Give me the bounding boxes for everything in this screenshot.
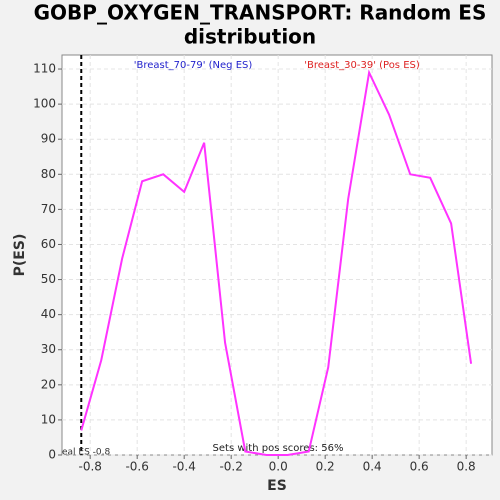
y-axis-label: P(ES)	[12, 234, 28, 277]
x-tick-label: 0.6	[410, 460, 429, 474]
y-tick-label: 50	[41, 272, 56, 286]
x-tick-label: -0.6	[125, 460, 148, 474]
y-tick-label: 100	[33, 97, 56, 111]
y-tick-label: 80	[41, 167, 56, 181]
x-axis-label: ES	[267, 478, 287, 494]
real-es-label: eal ES -0.8	[62, 448, 111, 458]
y-tick-label: 90	[41, 132, 56, 146]
y-tick-label: 0	[48, 448, 56, 462]
pos-label: 'Breast_30-39' (Pos ES)	[304, 60, 420, 71]
x-tick-label: 0.8	[457, 460, 476, 474]
x-tick-label: -0.4	[172, 460, 195, 474]
series-line	[80, 69, 473, 456]
y-tick-label: 10	[41, 412, 56, 426]
chart-title: distribution	[184, 25, 316, 49]
x-tick-label: -0.2	[219, 460, 242, 474]
x-tick-label: 0.0	[269, 460, 288, 474]
plot-area	[61, 54, 493, 456]
y-tick-label: 110	[33, 62, 56, 76]
y-tick-label: 70	[41, 202, 56, 216]
x-tick-label: 0.4	[363, 460, 382, 474]
x-tick-label: 0.2	[316, 460, 335, 474]
x-tick-label: -0.8	[78, 460, 101, 474]
y-tick-label: 30	[41, 342, 56, 356]
y-tick-label: 60	[41, 237, 56, 251]
y-tick-label: 20	[41, 377, 56, 391]
chart-title: GOBP_OXYGEN_TRANSPORT: Random ES	[34, 1, 487, 25]
neg-label: 'Breast_70-79' (Neg ES)	[134, 60, 253, 71]
footnote: Sets with pos scores: 56%	[213, 443, 344, 454]
y-tick-label: 40	[41, 307, 56, 321]
